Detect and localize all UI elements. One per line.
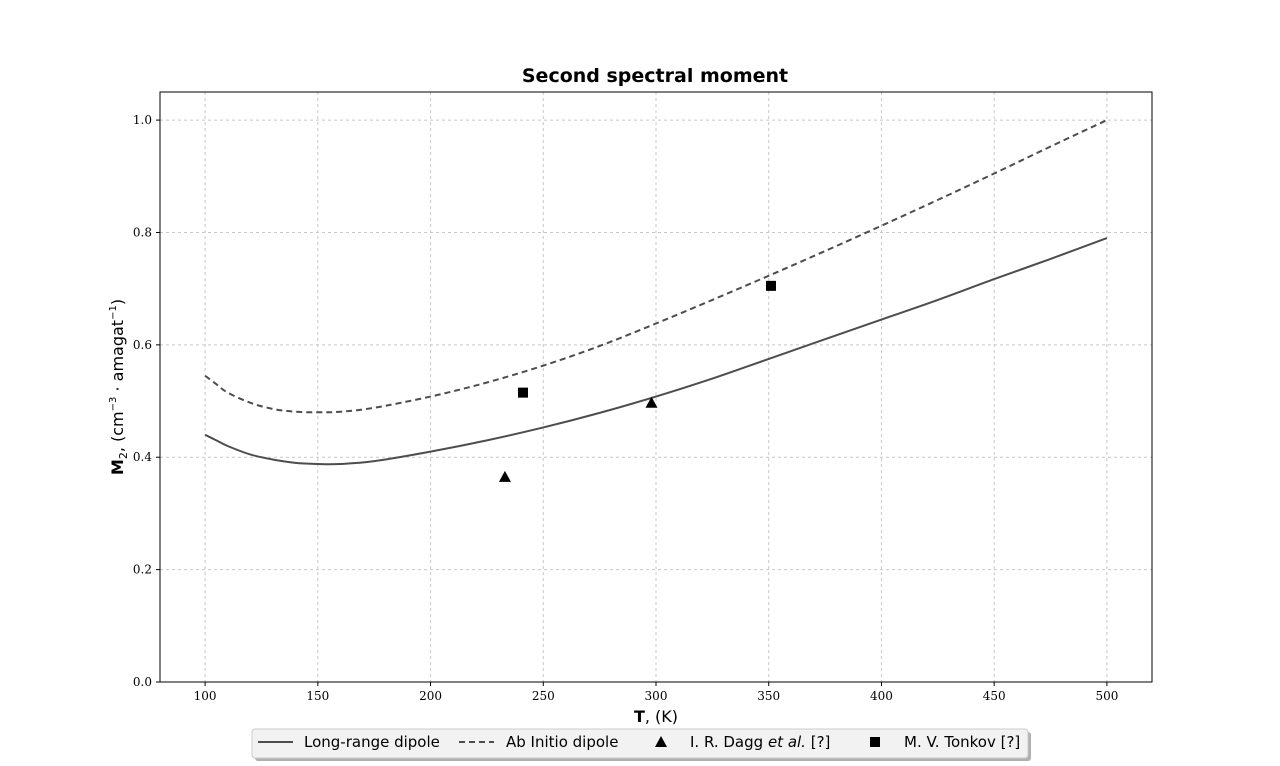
x-tick-label: 350 (757, 689, 780, 703)
y-tick-label: 1.0 (133, 113, 152, 127)
y-axis-label-unit-close: ) (108, 299, 127, 305)
y-axis-label-subscript: 2 (117, 452, 130, 459)
legend-swatch-tonkov-square (870, 737, 880, 747)
legend-label-dagg-prefix: I. R. Dagg (690, 733, 768, 751)
data-point-tonkov (517, 387, 528, 398)
legend-label-dagg-suffix: [?] (806, 733, 830, 751)
legend-label-tonkov: M. V. Tonkov [?] (904, 733, 1020, 751)
x-axis-label: T, (K) (634, 707, 678, 726)
x-tick-label: 400 (870, 689, 893, 703)
x-axis: 100 150 200 250 300 350 400 450 500 (194, 682, 1118, 703)
y-axis-label-symbol: M (108, 459, 127, 475)
y-tick-label: 0.8 (133, 225, 152, 239)
data-point-tonkov (765, 280, 776, 291)
x-tick-label: 450 (983, 689, 1006, 703)
x-tick-label: 200 (419, 689, 442, 703)
series-line-ab-initio (204, 119, 1108, 414)
y-axis-label: M2, (cm−3 · amagat−1) (108, 299, 130, 475)
x-tick-label: 100 (194, 689, 217, 703)
y-tick-label: 0.6 (133, 338, 152, 352)
x-axis-label-symbol: T (634, 707, 645, 726)
data-point-dagg (498, 470, 511, 482)
plot-area (204, 119, 1108, 482)
y-axis-label-exp1: −3 (108, 397, 119, 412)
legend-box (251, 728, 1029, 759)
grid (160, 92, 1152, 683)
y-axis-label-unit-mid: · amagat (108, 320, 127, 397)
legend-label-ab-initio: Ab Initio dipole (506, 733, 618, 751)
x-tick-label: 300 (645, 689, 668, 703)
series-line-long-range (204, 237, 1108, 466)
x-tick-label: 150 (306, 689, 329, 703)
legend-label-dagg-italic: et al. (768, 733, 806, 751)
y-tick-label: 0.2 (133, 563, 152, 577)
x-axis-label-unit: , (K) (645, 707, 678, 726)
legend-label-long-range: Long-range dipole (304, 733, 440, 751)
y-axis-label-exp2: −1 (108, 305, 119, 320)
legend-swatch-dagg-triangle (655, 736, 667, 747)
y-axis: 0.0 0.2 0.4 0.6 0.8 1.0 (133, 113, 160, 689)
legend: Long-range dipole Ab Initio dipole I. R.… (251, 728, 1031, 761)
x-tick-label: 250 (532, 689, 555, 703)
data-point-dagg (645, 396, 658, 408)
y-axis-label-unit-open: , (cm (108, 411, 127, 452)
chart-title: Second spectral moment (522, 65, 788, 87)
y-tick-label: 0.0 (133, 675, 152, 689)
legend-label-dagg: I. R. Dagg et al. [?] (690, 733, 830, 751)
x-tick-label: 500 (1095, 689, 1118, 703)
y-tick-label: 0.4 (133, 450, 152, 464)
